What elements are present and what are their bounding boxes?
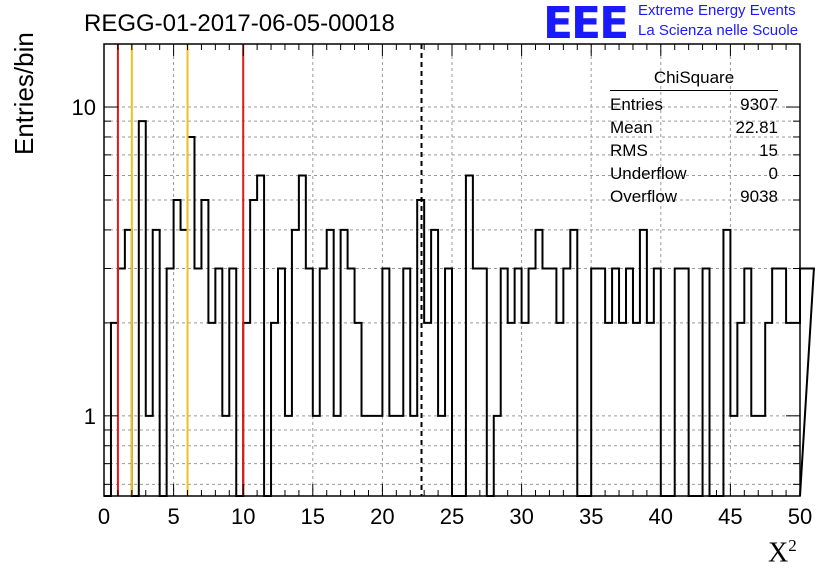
stats-row-mean: Mean 22.81 <box>610 118 778 137</box>
stats-row-entries: Entries 9307 <box>610 95 778 114</box>
stats-title: ChiSquare <box>610 68 778 91</box>
x-tick-label: 45 <box>718 504 742 529</box>
x-tick-label: 30 <box>509 504 533 529</box>
logo-line-2: La Scienza nelle Scuole <box>638 22 799 39</box>
stats-row-overflow: Overflow 9038 <box>610 187 778 206</box>
x-axis-label: X2 <box>768 536 797 569</box>
x-tick-label: 20 <box>370 504 394 529</box>
x-tick-label: 5 <box>167 504 179 529</box>
x-tick-label: 15 <box>301 504 325 529</box>
histogram-outline <box>104 120 815 497</box>
y-tick-label: 10 <box>72 95 96 120</box>
x-tick-label: 50 <box>788 504 812 529</box>
stats-row-underflow: Underflow 0 <box>610 164 778 183</box>
stats-box: ChiSquare Entries 9307 Mean 22.81 RMS 15 Un… <box>610 68 778 208</box>
logo-line-1: Extreme Energy Events <box>638 2 796 19</box>
chart-title: REGG-01-2017-06-05-00018 <box>84 10 395 37</box>
x-tick-label: 40 <box>649 504 673 529</box>
x-tick-label: 10 <box>231 504 255 529</box>
x-tick-label: 35 <box>579 504 603 529</box>
eee-logo: EEE <box>543 0 629 49</box>
x-tick-label: 0 <box>98 504 110 529</box>
x-tick-label: 25 <box>440 504 464 529</box>
stats-row-rms: RMS 15 <box>610 141 778 160</box>
y-tick-label: 1 <box>84 404 96 429</box>
